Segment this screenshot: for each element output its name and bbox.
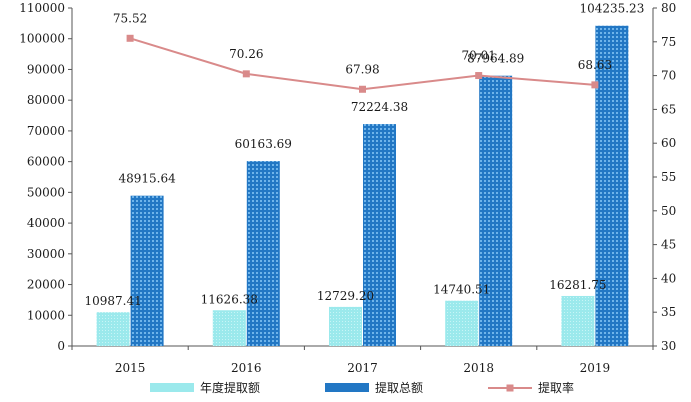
- y-right-tick-label: 30: [661, 339, 676, 353]
- data-label-annual: 12729.20: [317, 289, 374, 303]
- legend-label-annual: 年度提取额: [200, 380, 260, 395]
- bar-annual-withdrawal: [329, 306, 362, 346]
- y-left-tick-label: 70000: [27, 124, 65, 138]
- data-label-annual: 10987.41: [84, 294, 141, 308]
- y-left-tick-label: 80000: [27, 93, 65, 107]
- y-left-tick-label: 30000: [27, 247, 65, 261]
- bar-annual-withdrawal: [96, 312, 130, 346]
- line-point: [359, 85, 366, 93]
- data-label-rate: 70.01: [462, 49, 496, 63]
- legend-label-rate: 提取率: [538, 380, 574, 395]
- y-left-tick-label: 0: [57, 339, 65, 353]
- data-label-total: 104235.23: [579, 2, 644, 16]
- y-left-tick-label: 60000: [27, 155, 65, 169]
- legend-swatch-rate-marker: [506, 384, 514, 392]
- y-left-tick-label: 20000: [27, 278, 65, 292]
- axes: 0 10000 20000 30000 40000 50000 60000 70000 8000…: [19, 1, 676, 375]
- bar-annual-withdrawal: [212, 310, 246, 346]
- data-label-rate: 68.63: [578, 58, 612, 72]
- y-left-tick-label: 50000: [27, 185, 65, 199]
- y-right-tick-label: 80: [661, 1, 676, 15]
- x-tick-label: 2019: [580, 361, 611, 375]
- data-label-annual: 16281.75: [549, 278, 606, 292]
- data-label-total: 87964.89: [467, 52, 524, 66]
- bars: [96, 25, 629, 347]
- y-left-tick-label: 10000: [27, 308, 65, 322]
- line-point: [475, 72, 483, 80]
- y-left-tick-label: 100000: [19, 32, 65, 46]
- data-label-annual: 11626.38: [201, 292, 258, 306]
- legend-swatch-total: [325, 383, 369, 392]
- x-tick-label: 2016: [231, 361, 262, 375]
- data-label-rate: 75.52: [113, 11, 147, 25]
- y-right-tick-label: 60: [661, 136, 676, 150]
- y-right-tick-label: 55: [661, 170, 676, 184]
- data-label-total: 72224.38: [351, 100, 408, 114]
- x-tick-label: 2017: [347, 361, 378, 375]
- bar-total-withdrawal: [363, 124, 396, 346]
- y-right-tick-label: 50: [661, 204, 676, 218]
- y-left-tick-label: 110000: [19, 1, 65, 15]
- y-right-tick-label: 65: [661, 102, 676, 116]
- line-series: [126, 34, 599, 93]
- x-tick-label: 2015: [115, 361, 146, 375]
- bar-annual-withdrawal: [445, 300, 479, 346]
- data-label-annual: 14740.51: [433, 283, 490, 297]
- bar-total-withdrawal: [595, 25, 629, 347]
- y-right-tick-label: 70: [661, 69, 676, 83]
- data-label-rate: 67.98: [345, 62, 379, 76]
- data-label-total: 48915.64: [118, 172, 176, 186]
- y-left-tick-label: 90000: [27, 62, 65, 76]
- y-right-tick-label: 45: [661, 238, 676, 252]
- y-right-tick-label: 35: [661, 305, 676, 319]
- data-label-rate: 70.26: [229, 47, 263, 61]
- y-right-tick-label: 75: [661, 35, 676, 49]
- legend: 年度提取额 提取总额 提取率: [150, 380, 574, 395]
- line-point: [242, 70, 250, 78]
- data-label-total: 60163.69: [235, 137, 292, 151]
- data-labels: 10987.41 48915.64 11626.38 60163.69 12729.20…: [84, 2, 644, 309]
- y-left-tick-label: 40000: [27, 216, 65, 230]
- bar-annual-withdrawal: [561, 295, 595, 346]
- line-point: [591, 81, 599, 89]
- bar-total-withdrawal: [479, 75, 513, 346]
- legend-swatch-annual: [150, 383, 194, 392]
- y-right-tick-label: 40: [661, 271, 676, 285]
- legend-label-total: 提取总额: [375, 380, 423, 395]
- x-tick-label: 2018: [463, 361, 494, 375]
- line-point: [126, 34, 134, 42]
- bar-total-withdrawal: [130, 195, 164, 346]
- bar-total-withdrawal: [246, 161, 280, 346]
